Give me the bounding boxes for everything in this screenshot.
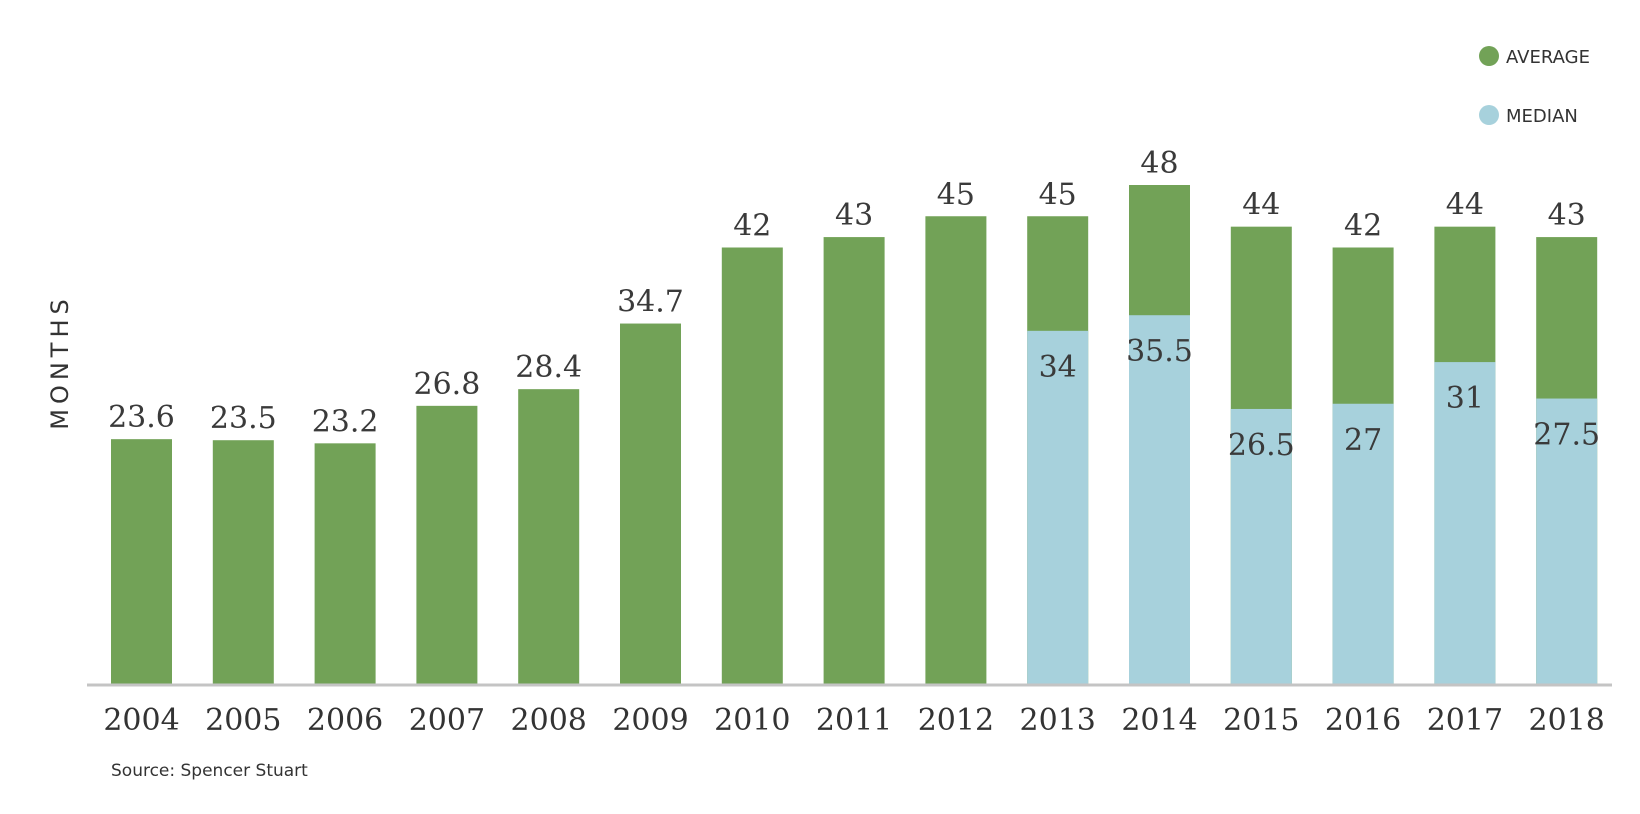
x-tick-label-2014: 2014: [1121, 703, 1197, 738]
bar-median-2013: [1027, 330, 1089, 685]
x-tick-label-2015: 2015: [1223, 703, 1299, 738]
x-tick-label-2016: 2016: [1325, 703, 1401, 738]
x-tick-label-2013: 2013: [1020, 703, 1096, 738]
legend-label-median: MEDIAN: [1506, 106, 1578, 127]
bar-average-2006: [314, 443, 376, 685]
median-bars-group: [1027, 315, 1598, 685]
legend-label-average: AVERAGE: [1506, 47, 1590, 68]
data-label-median-2017: 31: [1446, 381, 1484, 416]
data-label-median-2014: 35.5: [1126, 334, 1193, 369]
x-tick-label-2007: 2007: [409, 703, 485, 738]
data-label-average-2015: 44: [1242, 188, 1280, 223]
bar-average-2007: [416, 405, 478, 685]
value-labels-group: 23.6 23.5 23.2 26.8 28.4 34.7 42 43 45 45 34 48 35.5…: [108, 146, 1600, 463]
bar-average-2008: [518, 389, 580, 685]
x-tick-label-2004: 2004: [103, 703, 179, 738]
data-label-average-2012: 45: [937, 177, 975, 212]
x-tick-label-2005: 2005: [205, 703, 281, 738]
data-label-average-2010: 42: [733, 209, 771, 244]
chart-legend: AVERAGE MEDIAN: [1479, 46, 1590, 127]
x-tick-label-2009: 2009: [612, 703, 688, 738]
data-label-average-2017: 44: [1446, 188, 1484, 223]
data-label-median-2018: 27.5: [1533, 418, 1600, 453]
legend-swatch-average: [1479, 46, 1499, 66]
data-label-average-2005: 23.5: [210, 401, 277, 436]
x-tick-label-2012: 2012: [918, 703, 994, 738]
bar-average-2012: [925, 216, 987, 685]
data-label-median-2013: 34: [1039, 350, 1077, 385]
data-label-average-2018: 43: [1548, 198, 1586, 233]
data-label-average-2014: 48: [1140, 146, 1178, 181]
x-tick-label-2018: 2018: [1529, 703, 1605, 738]
x-tick-label-2006: 2006: [307, 703, 383, 738]
bar-median-2014: [1129, 315, 1190, 685]
data-label-average-2016: 42: [1344, 209, 1382, 244]
x-tick-labels-group: 2004 2005 2006 2007 2008 2009 2010 2011 2012 2013…: [103, 703, 1605, 738]
data-label-median-2015: 26.5: [1228, 428, 1295, 463]
bar-average-2004: [111, 439, 172, 685]
bar-average-2005: [212, 440, 274, 685]
data-label-average-2011: 43: [835, 198, 873, 233]
x-tick-label-2011: 2011: [816, 703, 892, 738]
bar-average-2011: [823, 237, 885, 686]
data-label-average-2007: 26.8: [414, 367, 481, 402]
bar-median-2015: [1230, 408, 1292, 685]
data-label-median-2016: 27: [1344, 423, 1382, 458]
x-tick-label-2017: 2017: [1427, 703, 1503, 738]
bar-median-2016: [1332, 403, 1394, 685]
bar-average-2010: [721, 247, 783, 685]
x-tick-label-2010: 2010: [714, 703, 790, 738]
legend-swatch-median: [1479, 105, 1499, 125]
bar-median-2018: [1536, 398, 1598, 685]
data-label-average-2009: 34.7: [617, 285, 684, 320]
x-tick-label-2008: 2008: [511, 703, 587, 738]
data-label-average-2004: 23.6: [108, 400, 175, 435]
data-label-average-2006: 23.2: [312, 404, 379, 439]
data-label-average-2008: 28.4: [515, 350, 582, 385]
y-axis-label: MONTHS: [46, 294, 74, 430]
bar-average-2009: [620, 323, 681, 685]
source-note: Source: Spencer Stuart: [111, 761, 308, 781]
data-label-average-2013: 45: [1039, 177, 1077, 212]
bar-median-2017: [1434, 362, 1496, 685]
